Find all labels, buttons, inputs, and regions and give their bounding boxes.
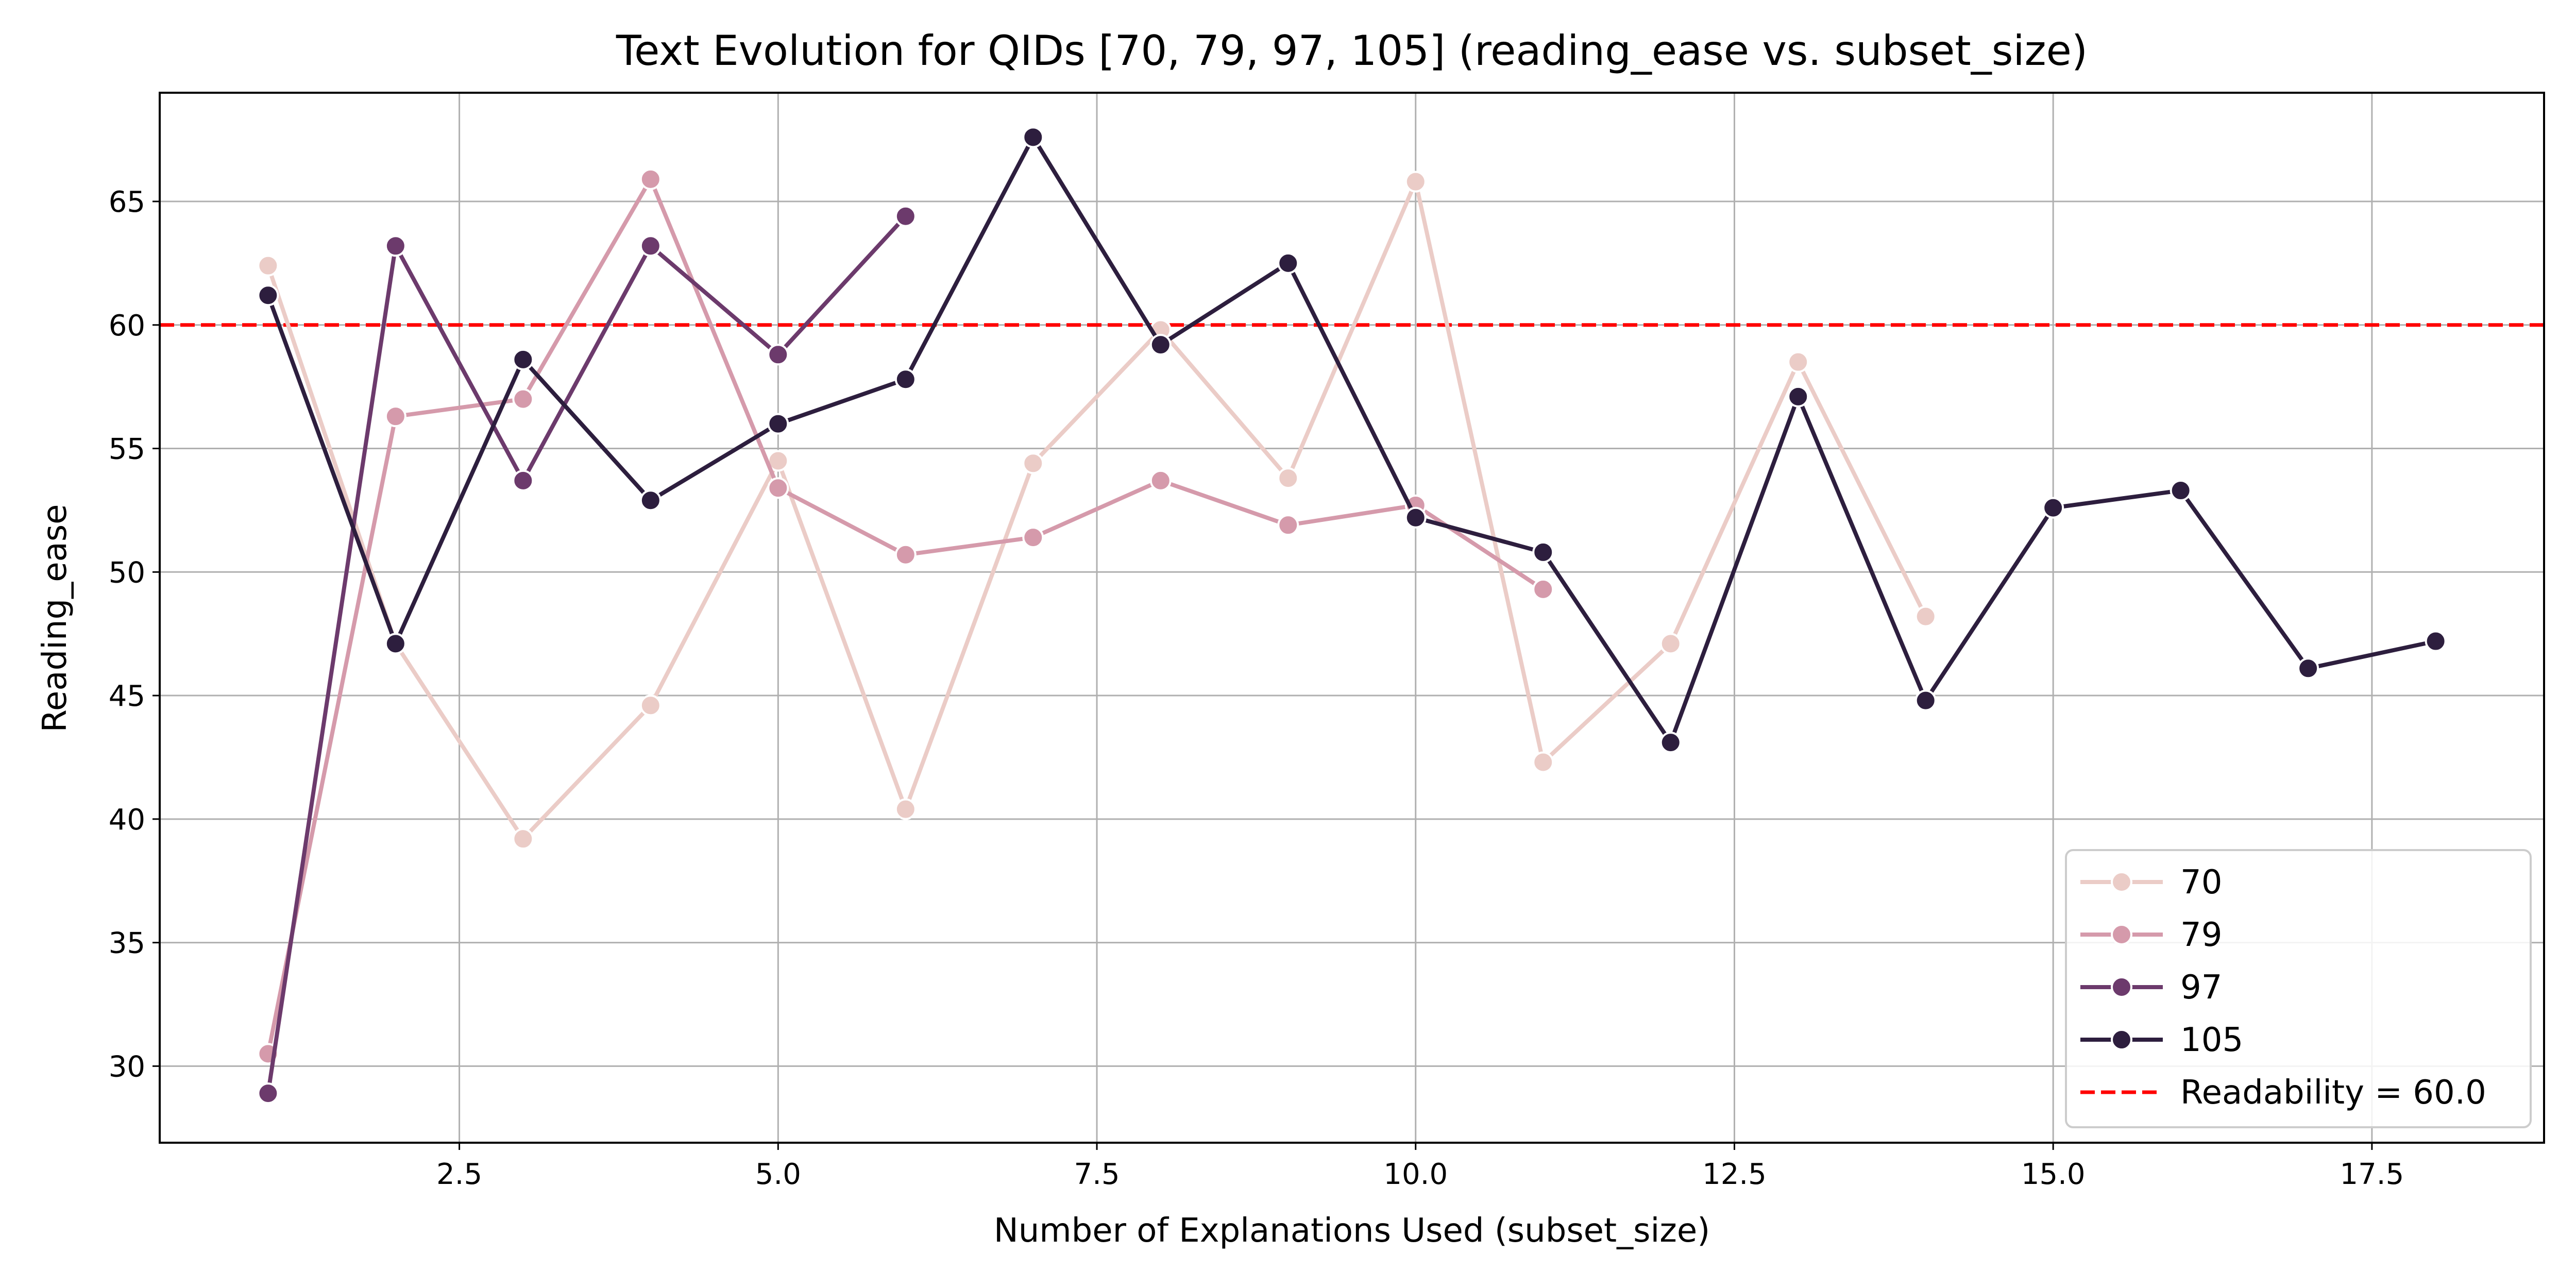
legend-marker bbox=[2111, 871, 2132, 893]
x-tick-label: 2.5 bbox=[436, 1158, 482, 1191]
data-point bbox=[894, 205, 917, 227]
data-point bbox=[1404, 506, 1427, 529]
data-point bbox=[767, 413, 789, 435]
data-point bbox=[894, 368, 917, 391]
legend-label: 97 bbox=[2180, 969, 2222, 1007]
legend-box bbox=[2065, 849, 2532, 1128]
data-point bbox=[1914, 605, 1937, 628]
legend-marker bbox=[2111, 1029, 2132, 1050]
data-point bbox=[2425, 630, 2447, 652]
data-point bbox=[384, 633, 406, 655]
data-point bbox=[384, 405, 406, 428]
data-point bbox=[257, 284, 279, 307]
data-point bbox=[2170, 480, 2192, 502]
series-79 bbox=[257, 168, 1554, 1065]
legend-label: 79 bbox=[2180, 916, 2222, 954]
data-point bbox=[767, 344, 789, 366]
data-point bbox=[512, 388, 534, 410]
y-tick-label: 45 bbox=[109, 680, 145, 713]
legend-marker bbox=[2111, 924, 2132, 945]
x-tick-label: 10.0 bbox=[1383, 1158, 1448, 1191]
data-point bbox=[2297, 657, 2319, 680]
data-point bbox=[1787, 385, 1809, 408]
x-axis-ticks: 2.5 5.0 7.5 10.0 12.5 15.0 17.5 bbox=[436, 1143, 2404, 1191]
data-point bbox=[257, 1082, 279, 1105]
legend-item: 97 bbox=[2080, 969, 2222, 1007]
data-point bbox=[1532, 541, 1554, 563]
y-axis-ticks: 30 35 40 45 50 55 60 65 bbox=[109, 185, 160, 1083]
data-point bbox=[639, 694, 662, 717]
series-line bbox=[266, 215, 907, 1094]
y-tick-label: 65 bbox=[109, 185, 145, 219]
legend-item: 105 bbox=[2080, 1021, 2243, 1059]
data-point bbox=[1787, 351, 1809, 373]
data-point bbox=[1022, 126, 1044, 148]
legend-marker bbox=[2111, 976, 2132, 998]
data-point bbox=[512, 348, 534, 370]
data-point bbox=[1404, 171, 1427, 193]
y-tick-label: 50 bbox=[109, 556, 145, 589]
data-point bbox=[1022, 527, 1044, 549]
series-group bbox=[257, 126, 2447, 1105]
x-tick-label: 7.5 bbox=[1074, 1158, 1120, 1191]
data-point bbox=[1149, 334, 1172, 356]
data-point bbox=[2042, 497, 2064, 519]
legend-label: 105 bbox=[2180, 1021, 2243, 1059]
data-point bbox=[1659, 732, 1682, 754]
series-97 bbox=[257, 205, 917, 1105]
data-point bbox=[767, 477, 789, 499]
legend-item: 70 bbox=[2080, 863, 2222, 902]
y-tick-label: 40 bbox=[109, 803, 145, 837]
data-point bbox=[894, 544, 917, 566]
data-point bbox=[1277, 467, 1299, 489]
legend: 70 79 97 105 Readability = 60.0 bbox=[2065, 849, 2532, 1128]
x-axis-label: Number of Explanations Used (subset_size… bbox=[994, 1212, 1710, 1250]
y-axis-label: Reading_ease bbox=[36, 504, 74, 732]
data-point bbox=[639, 235, 662, 257]
x-tick-label: 17.5 bbox=[2340, 1158, 2404, 1191]
data-point bbox=[1659, 633, 1682, 655]
legend-label: 70 bbox=[2180, 863, 2222, 902]
legend-label: Readability = 60.0 bbox=[2180, 1074, 2486, 1112]
y-tick-label: 55 bbox=[109, 433, 145, 466]
y-tick-label: 35 bbox=[109, 927, 145, 960]
series-line bbox=[266, 135, 2436, 745]
data-point bbox=[639, 489, 662, 512]
data-point bbox=[1149, 469, 1172, 492]
data-point bbox=[639, 168, 662, 190]
data-point bbox=[1277, 514, 1299, 536]
x-tick-label: 5.0 bbox=[755, 1158, 801, 1191]
y-tick-label: 60 bbox=[109, 309, 145, 343]
data-point bbox=[512, 828, 534, 850]
data-point bbox=[1532, 751, 1554, 773]
legend-item: 79 bbox=[2080, 916, 2222, 954]
x-tick-label: 12.5 bbox=[1702, 1158, 1767, 1191]
data-point bbox=[1022, 452, 1044, 474]
data-point bbox=[894, 798, 917, 820]
x-tick-label: 15.0 bbox=[2021, 1158, 2086, 1191]
data-point bbox=[1277, 252, 1299, 274]
series-105 bbox=[257, 126, 2447, 754]
data-point bbox=[512, 469, 534, 492]
plot-frame bbox=[159, 92, 2545, 1144]
data-point bbox=[257, 255, 279, 277]
chart-title: Text Evolution for QIDs [70, 79, 97, 105… bbox=[616, 27, 2088, 75]
y-tick-label: 30 bbox=[109, 1050, 145, 1083]
legend-item-reference: Readability = 60.0 bbox=[2080, 1074, 2486, 1112]
data-point bbox=[1914, 689, 1937, 711]
series-line bbox=[266, 179, 1928, 841]
data-point bbox=[1532, 578, 1554, 600]
data-point bbox=[384, 235, 406, 257]
